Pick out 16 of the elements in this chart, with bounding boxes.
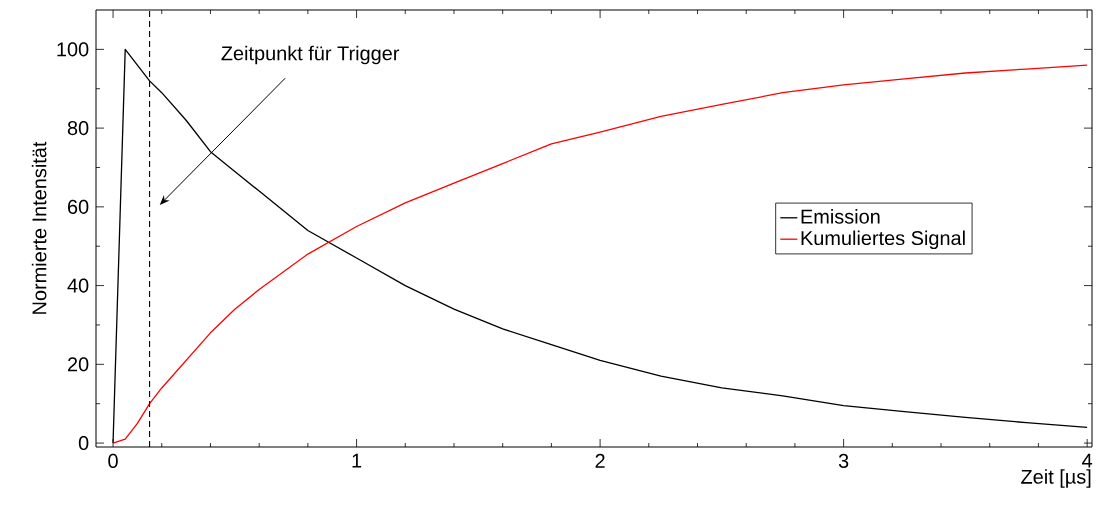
- y-tick-label: 20: [68, 357, 89, 372]
- x-tick-label: 3: [838, 453, 849, 468]
- x-axis-title: Zeit [µs]: [1021, 469, 1091, 488]
- y-axis-title: Normierte Intensität: [31, 141, 47, 314]
- x-tick-label: 2: [595, 453, 605, 468]
- y-tick-label: 0: [78, 436, 89, 451]
- legend-label: Kumuliertes Signal: [801, 230, 965, 250]
- y-tick-label: 80: [67, 121, 89, 136]
- y-tick-label: 40: [67, 278, 89, 293]
- y-tick-label: 60: [68, 199, 89, 214]
- x-tick-label: 4: [1082, 453, 1093, 468]
- x-tick-label: 1: [352, 453, 362, 468]
- legend-label: Emission: [801, 209, 880, 224]
- annotation: Zeitpunkt für Trigger: [221, 45, 400, 65]
- y-tick-label: 100: [57, 42, 89, 57]
- x-tick-label: 0: [108, 453, 118, 468]
